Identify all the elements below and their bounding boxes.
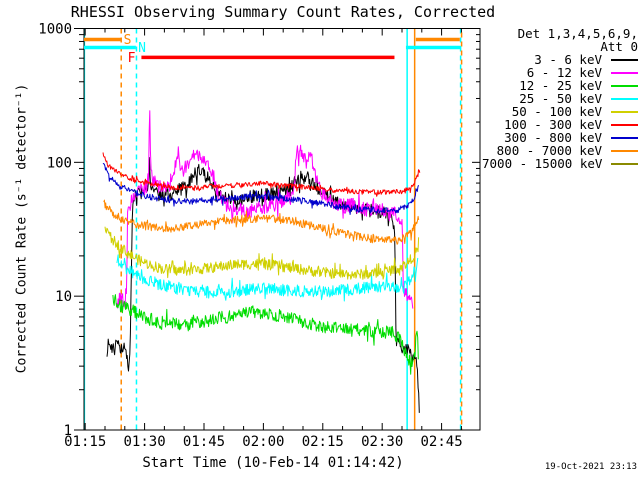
flag-bars: SNF — [84, 33, 461, 66]
series-25-50keV — [116, 254, 419, 302]
legend: Det 1,3,4,5,6,9, Att 0 3 - 6 keV 6 - 12 k… — [482, 26, 639, 171]
flare-flag-label: F — [128, 51, 136, 66]
series-50-100keV — [104, 226, 420, 280]
legend-entry-label: 7000 - 15000 keV — [482, 156, 603, 171]
legend-entry-label: 6 - 12 keV — [526, 65, 602, 80]
count-rate-curves — [102, 110, 421, 413]
series-100-300keV — [102, 152, 421, 197]
x-tick-label: 01:45 — [183, 434, 225, 450]
x-tick-label: 01:30 — [124, 434, 166, 450]
night-flag-label: N — [138, 41, 146, 56]
series-6-12keV — [116, 110, 414, 309]
legend-entry-label: 3 - 6 keV — [534, 52, 602, 67]
legend-attenuator-line: Att 0 — [600, 39, 638, 54]
series-300-800keV — [102, 163, 419, 215]
y-tick-label: 1 — [64, 423, 72, 439]
legend-color-swatch — [611, 162, 639, 165]
legend-entries: 3 - 6 keV 6 - 12 keV 12 - 25 keV 25 - 50 ke… — [482, 52, 639, 171]
legend-entry-label: 25 - 50 keV — [519, 91, 602, 106]
series-12-25keV — [112, 294, 419, 375]
chart-title: RHESSI Observing Summary Count Rates, Co… — [70, 3, 496, 21]
legend-color-swatch — [611, 58, 638, 61]
x-tick-label: 02:00 — [242, 434, 284, 450]
saa-flag-label: S — [124, 33, 132, 48]
legend-entry-label: 800 - 7000 keV — [496, 143, 602, 158]
legend-entry-label: 12 - 25 keV — [519, 78, 602, 93]
event-lines — [83, 28, 463, 430]
plot-generation-timestamp: 19-Oct-2021 23:13 — [544, 462, 637, 472]
legend-color-swatch — [611, 97, 638, 100]
legend-entry: 12 - 25 keV — [482, 78, 638, 93]
legend-color-swatch — [611, 149, 638, 152]
y-tick-label: 1000 — [38, 22, 72, 38]
legend-entry: 3 - 6 keV — [482, 52, 638, 67]
series-800-7000keV — [103, 199, 420, 245]
legend-color-swatch — [611, 110, 638, 113]
legend-color-swatch — [611, 123, 638, 126]
legend-entry: 25 - 50 keV — [482, 91, 638, 106]
legend-entry: 800 - 7000 keV — [482, 143, 638, 158]
y-tick-label: 10 — [55, 289, 72, 305]
legend-entry: 300 - 800 keV — [482, 130, 638, 145]
legend-detector-line: Det 1,3,4,5,6,9, — [517, 26, 638, 41]
x-axis-label: Start Time (10-Feb-14 01:14:42) — [142, 455, 404, 471]
x-tick-label: 01:15 — [64, 434, 106, 450]
legend-entry-label: 100 - 300 keV — [504, 117, 602, 132]
x-tick-label: 02:15 — [302, 434, 344, 450]
legend-entry-label: 50 - 100 keV — [511, 104, 602, 119]
legend-entry: 7000 - 15000 keV — [482, 156, 639, 171]
y-tick-label: 100 — [47, 155, 72, 171]
y-axis-label: Corrected Count Rate (s⁻¹ detector⁻¹) — [14, 83, 30, 374]
legend-color-swatch — [611, 136, 638, 139]
x-tick-label: 02:45 — [421, 434, 463, 450]
legend-entry: 6 - 12 keV — [482, 65, 638, 80]
legend-color-swatch — [611, 84, 638, 87]
legend-entry-label: 300 - 800 keV — [504, 130, 602, 145]
x-tick-label: 02:30 — [361, 434, 403, 450]
legend-entry: 50 - 100 keV — [482, 104, 638, 119]
legend-entry: 100 - 300 keV — [482, 117, 638, 132]
legend-color-swatch — [611, 71, 638, 74]
axes: 01:15 01:30 01:45 02:00 02:15 02:30 02:45 1000 1… — [38, 22, 481, 450]
